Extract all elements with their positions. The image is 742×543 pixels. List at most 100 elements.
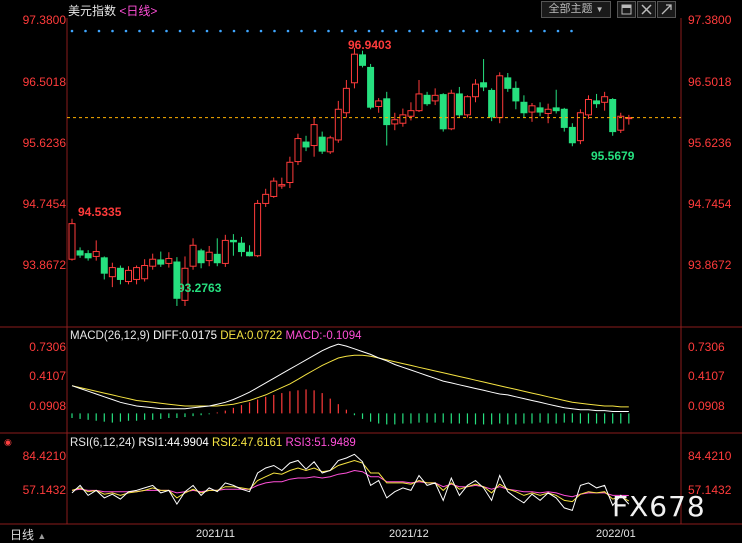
- candle-body[interactable]: [439, 94, 447, 130]
- signal-dot: [300, 29, 303, 33]
- macd-right-label-1: 0.7306: [688, 340, 725, 354]
- candle-body[interactable]: [560, 108, 568, 128]
- signal-dot: [138, 29, 141, 33]
- signal-dot: [543, 29, 546, 33]
- candle-body[interactable]: [149, 258, 157, 267]
- candle-body[interactable]: [141, 265, 149, 280]
- candle-body[interactable]: [221, 239, 229, 264]
- candle-body[interactable]: [359, 54, 367, 66]
- signal-dot: [313, 29, 317, 33]
- macd-name: MACD(26,12,9): [70, 330, 150, 342]
- candle-body[interactable]: [512, 87, 520, 102]
- candle-body[interactable]: [609, 99, 617, 133]
- signal-dot: [192, 29, 195, 33]
- instrument-name: 美元指数: [68, 4, 117, 18]
- candle-body[interactable]: [504, 77, 512, 89]
- candle-body[interactable]: [407, 110, 415, 117]
- candle-body[interactable]: [601, 96, 609, 103]
- candle-body[interactable]: [84, 253, 92, 259]
- candle-body[interactable]: [262, 193, 270, 204]
- candle-body[interactable]: [189, 244, 197, 267]
- signal-dot: [84, 29, 87, 33]
- rsi-right-label-1: 84.4210: [688, 449, 732, 463]
- signal-dot: [394, 29, 398, 33]
- left-price-label: 94.5335: [78, 205, 122, 219]
- rsi-left-label-1: 84.4210: [22, 449, 66, 463]
- candle-body[interactable]: [197, 250, 205, 264]
- candle-body[interactable]: [536, 107, 544, 113]
- candle-body[interactable]: [92, 251, 100, 257]
- candle-body[interactable]: [278, 184, 286, 187]
- candle-body[interactable]: [544, 108, 552, 114]
- candle-body[interactable]: [552, 107, 560, 112]
- candle-body[interactable]: [237, 242, 245, 253]
- candle-body[interactable]: [334, 108, 342, 141]
- candle-body[interactable]: [480, 82, 488, 88]
- candle-body[interactable]: [326, 137, 334, 153]
- signal-dot: [489, 29, 492, 33]
- period-switch-button[interactable]: 日线 ▲: [10, 526, 46, 543]
- candle-body[interactable]: [350, 53, 358, 84]
- candle-body[interactable]: [367, 66, 375, 108]
- candle-body[interactable]: [294, 138, 302, 163]
- candle-body[interactable]: [488, 89, 496, 118]
- signal-dot: [151, 29, 155, 33]
- candle-body[interactable]: [375, 100, 383, 107]
- signal-dot: [124, 29, 128, 33]
- candle-body[interactable]: [173, 261, 181, 299]
- candle-body[interactable]: [617, 115, 625, 131]
- candle-body[interactable]: [415, 93, 423, 112]
- candle-body[interactable]: [213, 253, 221, 264]
- candle-body[interactable]: [181, 267, 189, 301]
- candle-body[interactable]: [383, 98, 391, 126]
- date-label-2: 2021/12: [389, 528, 429, 540]
- period-label[interactable]: <日线>: [119, 4, 158, 18]
- candle-body[interactable]: [76, 250, 84, 256]
- candle-body[interactable]: [342, 87, 350, 114]
- signal-dot: [246, 29, 249, 33]
- candle-body[interactable]: [286, 161, 294, 184]
- signal-dot: [165, 29, 168, 33]
- macd-right-label-3: 0.0908: [688, 399, 725, 413]
- candle-body[interactable]: [108, 267, 116, 278]
- candle-body[interactable]: [423, 94, 431, 105]
- candle-body[interactable]: [472, 83, 479, 98]
- candle-body[interactable]: [576, 112, 584, 142]
- candle-body[interactable]: [229, 239, 237, 243]
- candle-body[interactable]: [116, 267, 124, 280]
- candle-body[interactable]: [68, 223, 76, 260]
- candle-body[interactable]: [124, 269, 132, 283]
- expand-icon[interactable]: [657, 1, 676, 18]
- candle-body[interactable]: [391, 119, 399, 125]
- macd-right-label-2: 0.4107: [688, 369, 725, 383]
- candle-body[interactable]: [399, 114, 407, 124]
- signal-dot: [502, 29, 506, 33]
- candle-body[interactable]: [593, 100, 601, 105]
- candle-body[interactable]: [568, 126, 576, 144]
- candle-body[interactable]: [205, 251, 213, 262]
- signal-dot: [286, 29, 290, 33]
- candle-body[interactable]: [157, 259, 165, 265]
- candle-body[interactable]: [133, 267, 141, 280]
- candle-body[interactable]: [100, 257, 108, 274]
- theme-select-button[interactable]: 全部主题 ▼: [541, 1, 611, 18]
- candle-body[interactable]: [528, 105, 536, 113]
- candle-body[interactable]: [310, 124, 318, 147]
- candle-body[interactable]: [270, 180, 278, 197]
- candle-body[interactable]: [447, 92, 455, 130]
- restore-icon[interactable]: [617, 1, 636, 18]
- candle-body[interactable]: [254, 202, 262, 257]
- candle-body[interactable]: [246, 251, 254, 257]
- candle-body[interactable]: [302, 141, 310, 148]
- candle-body[interactable]: [520, 101, 528, 114]
- candle-body[interactable]: [584, 99, 592, 116]
- candle-body[interactable]: [496, 75, 504, 119]
- candle-body[interactable]: [431, 94, 439, 102]
- candle-body[interactable]: [463, 96, 471, 116]
- signal-dot: [273, 29, 276, 33]
- candle-body[interactable]: [165, 258, 173, 264]
- close-icon[interactable]: [637, 1, 656, 18]
- candle-body[interactable]: [318, 136, 326, 152]
- candle-body[interactable]: [455, 93, 463, 116]
